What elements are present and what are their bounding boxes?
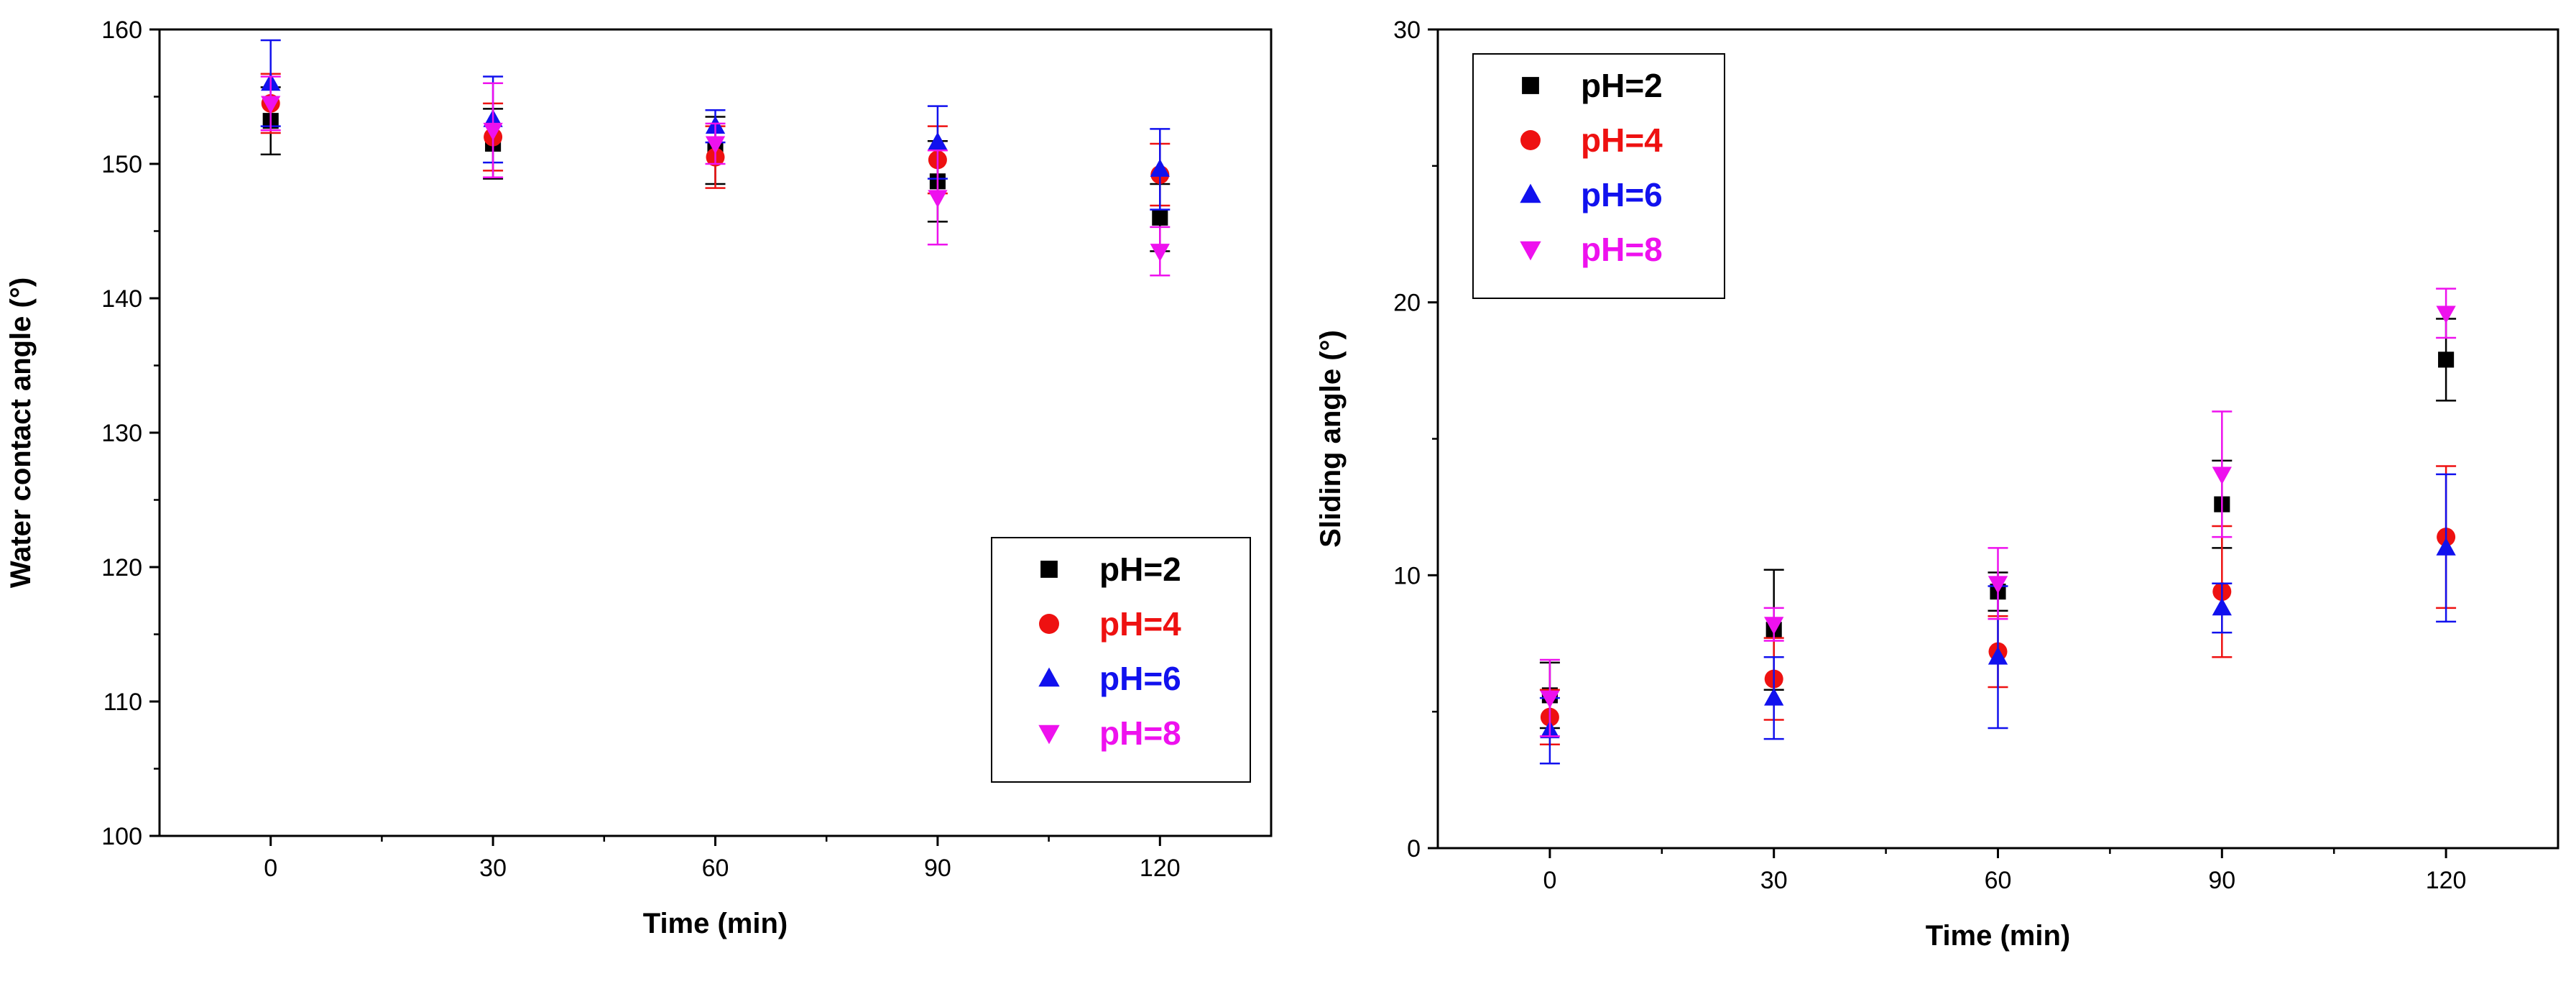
x-tick-label: 30 bbox=[1760, 867, 1788, 894]
data-point bbox=[483, 122, 503, 141]
y-tick-label: 130 bbox=[101, 420, 142, 447]
right-chart-panel: 0 30 60 90 120 0 10 20 30 Time (min) Sliding angle… bbox=[1315, 17, 2559, 952]
y-tick-label: 10 bbox=[1393, 562, 1421, 589]
legend-marker bbox=[1038, 667, 1060, 687]
legend-box bbox=[991, 537, 1251, 783]
legend-label: pH=8 bbox=[1581, 231, 1663, 268]
data-point bbox=[2436, 305, 2456, 324]
legend-entry: pH=8 bbox=[1038, 714, 1181, 752]
y-tick-label: 20 bbox=[1393, 290, 1421, 317]
data-point bbox=[1540, 690, 1560, 709]
data-point bbox=[928, 190, 948, 208]
x-tick-label: 120 bbox=[1140, 855, 1181, 882]
x-tick-label: 60 bbox=[702, 855, 729, 882]
data-point bbox=[1150, 159, 1170, 177]
left-chart-panel: 0 30 60 90 120 100 110 120 130 140 150 160 Time (min… bbox=[5, 17, 1273, 939]
legend-marker bbox=[1039, 614, 1059, 634]
data-point bbox=[2212, 597, 2232, 616]
data-point bbox=[1764, 617, 1784, 635]
legend: pH=2 pH=4 pH=6 pH=8 bbox=[1472, 53, 1725, 299]
y-tick-label: 110 bbox=[103, 689, 142, 716]
legend-marker bbox=[1520, 130, 1541, 150]
y-tick-label: 160 bbox=[101, 17, 142, 44]
data-point bbox=[1988, 576, 2008, 594]
legend-entry: pH=2 bbox=[1522, 67, 1663, 104]
legend-entry: pH=4 bbox=[1520, 121, 1663, 159]
data-point bbox=[2436, 538, 2456, 556]
data-point bbox=[2212, 466, 2232, 485]
x-tick-label: 120 bbox=[2426, 867, 2467, 894]
y-tick-label: 140 bbox=[101, 285, 142, 313]
y-axis-title: Water contact angle (°) bbox=[5, 277, 37, 588]
x-tick-label: 0 bbox=[264, 855, 277, 882]
legend-entry: pH=6 bbox=[1520, 176, 1663, 213]
legend-label: pH=4 bbox=[1099, 605, 1181, 643]
legend-label: pH=2 bbox=[1581, 67, 1663, 104]
data-point bbox=[1764, 687, 1784, 706]
legend-entry: pH=2 bbox=[1040, 551, 1181, 588]
legend-marker bbox=[1522, 77, 1539, 94]
x-tick-label: 60 bbox=[1985, 867, 2012, 894]
legend-marker bbox=[1038, 724, 1060, 745]
legend-marker bbox=[1520, 241, 1541, 261]
legend-label: pH=2 bbox=[1099, 551, 1181, 588]
legend-label: pH=6 bbox=[1581, 176, 1663, 213]
data-point bbox=[2438, 351, 2455, 368]
legend-marker bbox=[1520, 183, 1541, 203]
data-point bbox=[1988, 646, 2008, 665]
legend-entry: pH=8 bbox=[1520, 231, 1663, 268]
data-point bbox=[261, 96, 281, 114]
y-tick-label: 120 bbox=[101, 554, 142, 581]
y-axis-title: Sliding angle (°) bbox=[1315, 330, 1347, 548]
legend-box bbox=[1472, 53, 1725, 299]
legend-entry: pH=6 bbox=[1038, 660, 1181, 697]
legend-entry: pH=4 bbox=[1039, 605, 1181, 643]
data-point bbox=[1150, 244, 1170, 262]
x-tick-label: 30 bbox=[479, 855, 507, 882]
x-tick-label: 90 bbox=[924, 855, 951, 882]
series-ph-8 bbox=[260, 75, 1171, 277]
data-point bbox=[1152, 209, 1168, 226]
series-ph-8 bbox=[1539, 288, 2457, 737]
legend-label: pH=8 bbox=[1099, 714, 1181, 752]
y-tick-label: 30 bbox=[1393, 17, 1421, 44]
data-point bbox=[705, 136, 726, 155]
legend-marker bbox=[1040, 561, 1058, 578]
y-tick-label: 0 bbox=[1407, 835, 1421, 862]
x-axis-title: Time (min) bbox=[1926, 920, 2071, 952]
legend-label: pH=6 bbox=[1099, 660, 1181, 697]
x-tick-label: 90 bbox=[2208, 867, 2235, 894]
data-point bbox=[928, 132, 948, 150]
legend: pH=2 pH=4 pH=6 pH=8 bbox=[991, 537, 1251, 783]
x-tick-label: 0 bbox=[1543, 867, 1556, 894]
legend-label: pH=4 bbox=[1581, 121, 1663, 159]
x-axis-title: Time (min) bbox=[643, 908, 788, 939]
y-tick-label: 150 bbox=[101, 151, 142, 178]
y-tick-label: 100 bbox=[101, 823, 142, 850]
